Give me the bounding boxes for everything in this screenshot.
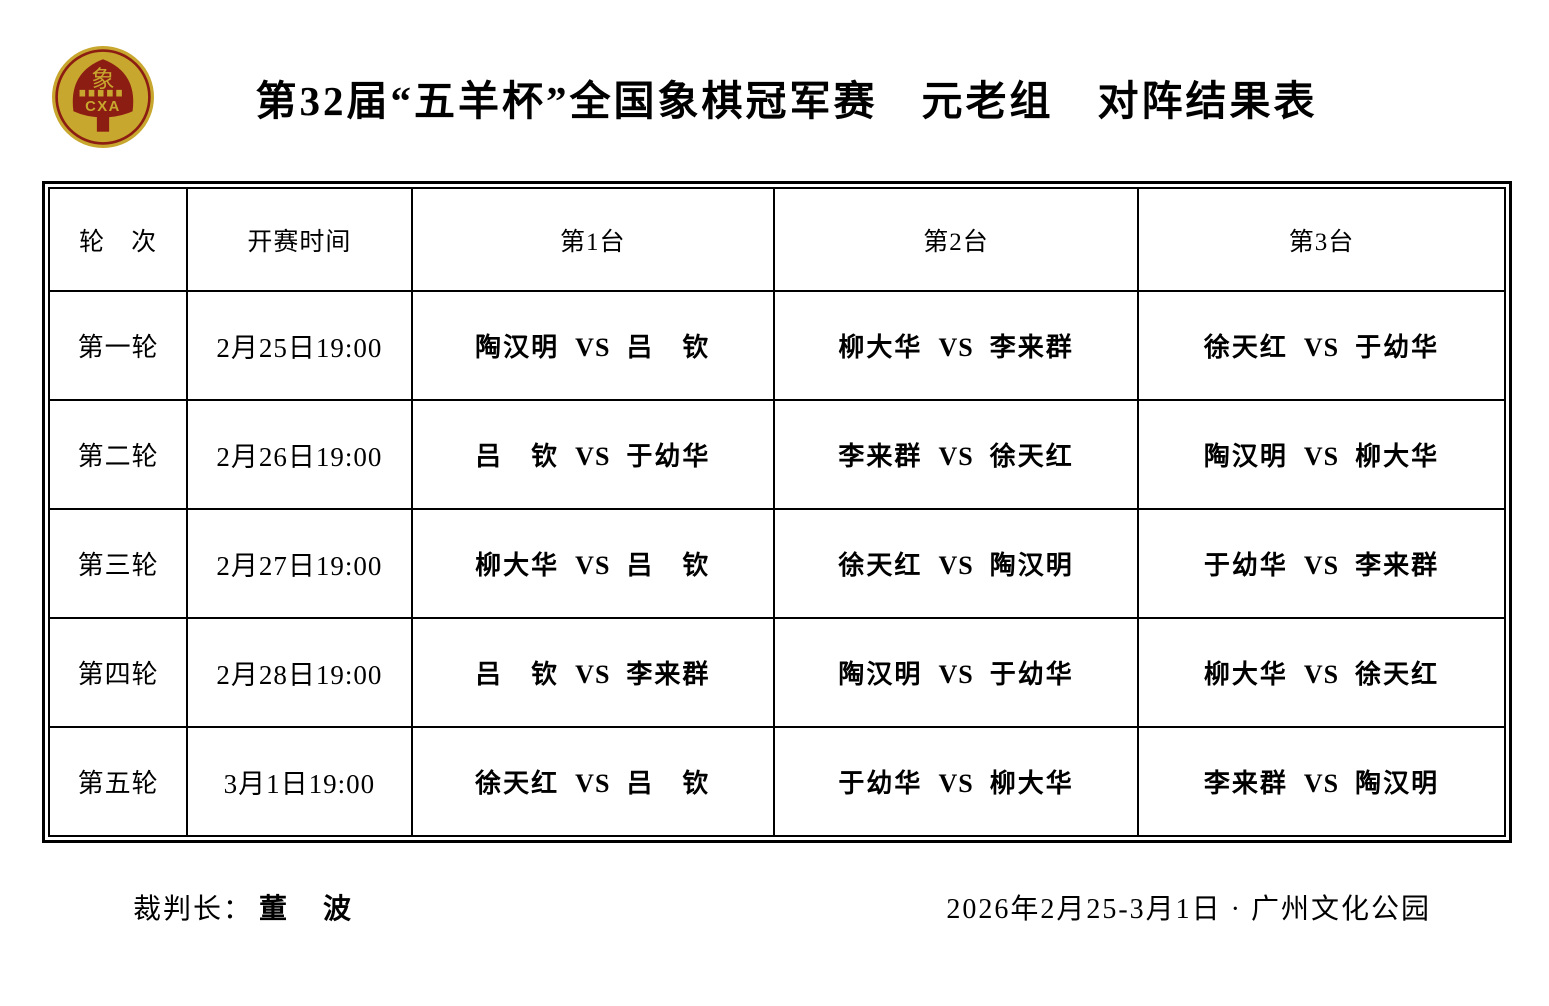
player-name: 徐天红 bbox=[838, 551, 923, 580]
player-name: 李来群 bbox=[626, 660, 711, 689]
page-header: 象 CXA 第32届“五羊杯”全国象棋冠军赛 元老组 对阵结果表 bbox=[0, 0, 1549, 148]
event-date-location: 2026年2月25-3月1日 · 广州文化公园 bbox=[946, 894, 1431, 925]
player-name: 于幼华 bbox=[838, 769, 923, 798]
vs-label: VS bbox=[938, 769, 974, 798]
vs-label: VS bbox=[938, 442, 974, 471]
player-name: 李来群 bbox=[838, 442, 923, 471]
results-table-frame: 轮 次 开赛时间 第1台 第2台 第3台 第一轮 2月25日19:00 陶汉明 V… bbox=[42, 181, 1512, 843]
player-name: 陶汉明 bbox=[1203, 442, 1288, 471]
vs-label: VS bbox=[1303, 660, 1340, 689]
player-name: 徐天红 bbox=[1203, 333, 1288, 362]
match-cell: 柳大华 VS 李来群 bbox=[773, 290, 1140, 401]
vs-label: VS bbox=[1303, 333, 1340, 362]
player-name: 徐天红 bbox=[1355, 660, 1440, 689]
round-cell: 第四轮 bbox=[47, 617, 189, 728]
player-name: 柳大华 bbox=[475, 551, 560, 580]
player-name: 陶汉明 bbox=[1355, 769, 1440, 798]
round-cell: 第五轮 bbox=[47, 726, 189, 837]
time-cell: 2月28日19:00 bbox=[186, 617, 413, 728]
vs-label: VS bbox=[1303, 442, 1340, 471]
match-cell: 柳大华 VS 徐天红 bbox=[1137, 617, 1506, 728]
player-name: 于幼华 bbox=[1355, 333, 1440, 362]
round-cell: 第一轮 bbox=[47, 290, 189, 401]
vs-label: VS bbox=[575, 660, 611, 689]
match-cell: 李来群 VS 徐天红 bbox=[773, 399, 1140, 510]
player-name: 陶汉明 bbox=[838, 660, 923, 689]
svg-text:象: 象 bbox=[91, 66, 114, 93]
column-header-round: 轮 次 bbox=[47, 187, 189, 292]
player-name: 吕 钦 bbox=[475, 660, 560, 689]
vs-label: VS bbox=[938, 660, 974, 689]
match-cell: 于幼华 VS 柳大华 bbox=[773, 726, 1140, 837]
table-row: 第二轮 2月26日19:00 吕 钦 VS 于幼华 李来群 VS 徐天红 陶汉明 VS 柳大… bbox=[47, 399, 1506, 510]
player-name: 于幼华 bbox=[989, 660, 1074, 689]
time-cell: 2月27日19:00 bbox=[186, 508, 413, 619]
column-header-board-1: 第1台 bbox=[410, 187, 776, 292]
player-name: 吕 钦 bbox=[626, 769, 711, 798]
player-name: 柳大华 bbox=[1355, 442, 1440, 471]
match-cell: 徐天红 VS 于幼华 bbox=[1137, 290, 1506, 401]
xiangqi-association-logo-icon: 象 CXA bbox=[52, 46, 154, 148]
match-cell: 吕 钦 VS 李来群 bbox=[410, 617, 776, 728]
table-row: 第三轮 2月27日19:00 柳大华 VS 吕 钦 徐天红 VS 陶汉明 于幼华 VS 李来… bbox=[47, 508, 1506, 619]
match-cell: 李来群 VS 陶汉明 bbox=[1137, 726, 1506, 837]
svg-text:CXA: CXA bbox=[85, 99, 121, 115]
match-cell: 徐天红 VS 吕 钦 bbox=[410, 726, 776, 837]
player-name: 柳大华 bbox=[1203, 660, 1288, 689]
time-cell: 2月25日19:00 bbox=[186, 290, 413, 401]
vs-label: VS bbox=[575, 769, 611, 798]
player-name: 吕 钦 bbox=[475, 442, 560, 471]
match-cell: 徐天红 VS 陶汉明 bbox=[773, 508, 1140, 619]
match-cell: 陶汉明 VS 吕 钦 bbox=[410, 290, 776, 401]
match-cell: 吕 钦 VS 于幼华 bbox=[410, 399, 776, 510]
vs-label: VS bbox=[575, 551, 611, 580]
pairing-results-table: 轮 次 开赛时间 第1台 第2台 第3台 第一轮 2月25日19:00 陶汉明 V… bbox=[47, 187, 1506, 837]
vs-label: VS bbox=[1303, 769, 1340, 798]
time-cell: 2月26日19:00 bbox=[186, 399, 413, 510]
player-name: 陶汉明 bbox=[989, 551, 1074, 580]
chief-referee-name: 董 波 bbox=[259, 894, 356, 925]
column-header-board-2: 第2台 bbox=[773, 187, 1140, 292]
column-header-board-3: 第3台 bbox=[1137, 187, 1506, 292]
vs-label: VS bbox=[938, 333, 974, 362]
match-cell: 于幼华 VS 李来群 bbox=[1137, 508, 1506, 619]
vs-label: VS bbox=[1303, 551, 1340, 580]
player-name: 李来群 bbox=[1355, 551, 1440, 580]
page-footer: 裁判长：董 波 2026年2月25-3月1日 · 广州文化公园 bbox=[133, 887, 1431, 927]
vs-label: VS bbox=[938, 551, 974, 580]
chief-referee: 裁判长：董 波 bbox=[133, 887, 355, 927]
header-row: 轮 次 开赛时间 第1台 第2台 第3台 bbox=[47, 187, 1506, 292]
vs-label: VS bbox=[575, 442, 611, 471]
player-name: 吕 钦 bbox=[626, 551, 711, 580]
table-row: 第一轮 2月25日19:00 陶汉明 VS 吕 钦 柳大华 VS 李来群 徐天红 VS 于幼… bbox=[47, 290, 1506, 401]
player-name: 柳大华 bbox=[989, 769, 1074, 798]
chief-referee-label: 裁判长： bbox=[133, 894, 254, 925]
player-name: 徐天红 bbox=[989, 442, 1074, 471]
player-name: 吕 钦 bbox=[626, 333, 711, 362]
match-cell: 陶汉明 VS 柳大华 bbox=[1137, 399, 1506, 510]
vs-label: VS bbox=[575, 333, 611, 362]
round-cell: 第二轮 bbox=[47, 399, 189, 510]
table-row: 第五轮 3月1日19:00 徐天红 VS 吕 钦 于幼华 VS 柳大华 李来群 VS 陶汉明 bbox=[47, 726, 1506, 837]
player-name: 徐天红 bbox=[475, 769, 560, 798]
page-title: 第32届“五羊杯”全国象棋冠军赛 元老组 对阵结果表 bbox=[255, 78, 1318, 124]
time-cell: 3月1日19:00 bbox=[186, 726, 413, 837]
player-name: 陶汉明 bbox=[475, 333, 560, 362]
table-row: 第四轮 2月28日19:00 吕 钦 VS 李来群 陶汉明 VS 于幼华 柳大华 VS 徐天… bbox=[47, 617, 1506, 728]
player-name: 李来群 bbox=[989, 333, 1074, 362]
match-cell: 柳大华 VS 吕 钦 bbox=[410, 508, 776, 619]
round-cell: 第三轮 bbox=[47, 508, 189, 619]
player-name: 于幼华 bbox=[626, 442, 711, 471]
match-cell: 陶汉明 VS 于幼华 bbox=[773, 617, 1140, 728]
column-header-start-time: 开赛时间 bbox=[186, 187, 413, 292]
player-name: 于幼华 bbox=[1203, 551, 1288, 580]
player-name: 柳大华 bbox=[838, 333, 923, 362]
player-name: 李来群 bbox=[1203, 769, 1288, 798]
